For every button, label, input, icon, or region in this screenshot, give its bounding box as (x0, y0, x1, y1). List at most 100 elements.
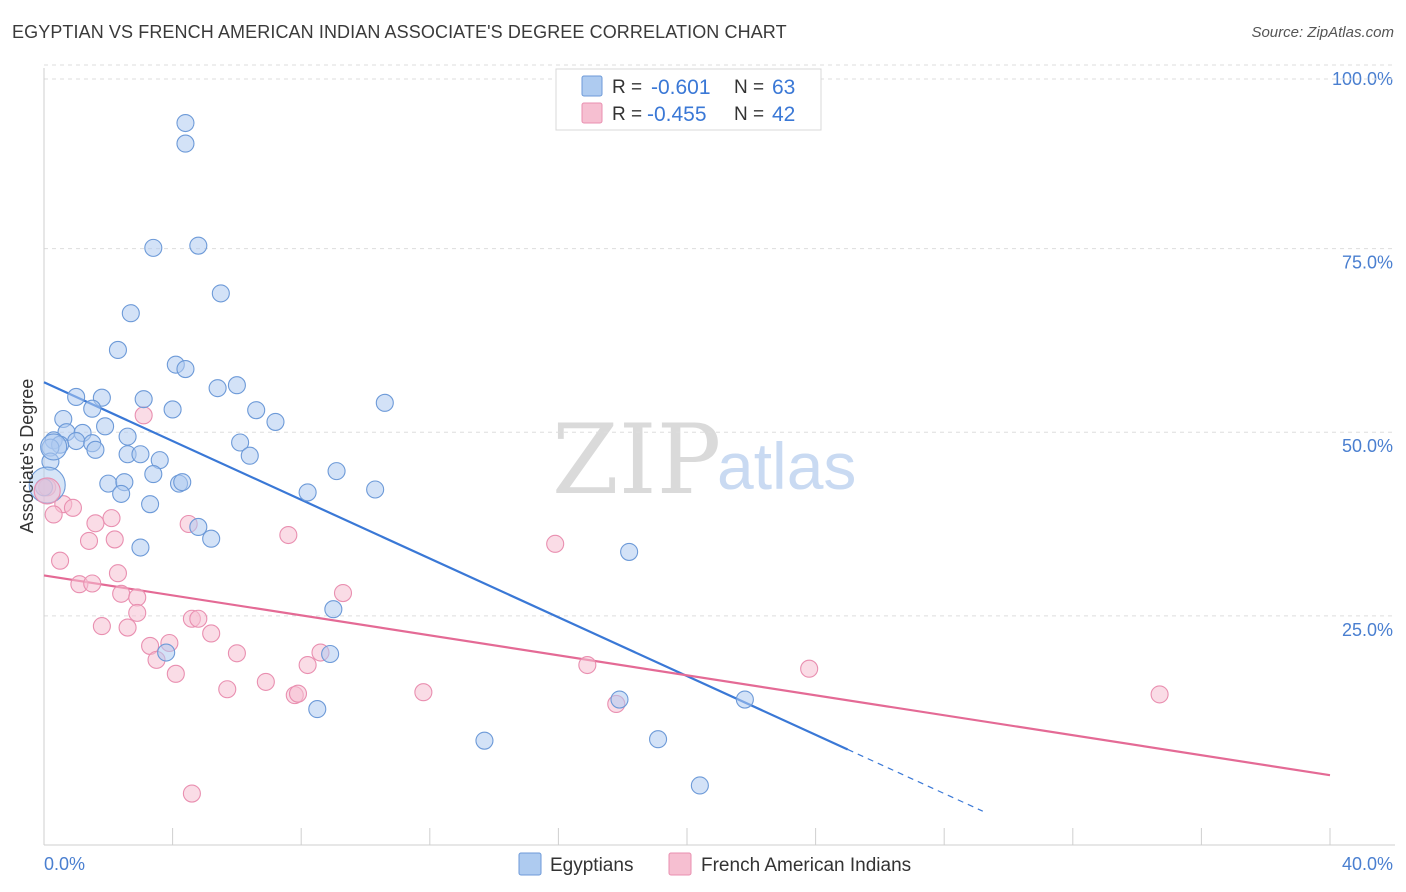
gridlines: 25.0% 50.0% 75.0% 100.0% (44, 64, 1395, 640)
point-french-american-indians (546, 534, 565, 553)
x-tick-labels: 0.0% 40.0% (44, 854, 1393, 874)
legend-r-label-french: R = (612, 104, 642, 125)
point-egyptians (189, 517, 208, 537)
point-egyptians (108, 340, 127, 360)
point-egyptians (366, 480, 385, 499)
point-french-american-indians (33, 477, 61, 505)
point-egyptians (134, 390, 153, 409)
point-french-american-indians (227, 644, 246, 663)
point-french-american-indians (51, 551, 70, 570)
point-egyptians (176, 113, 195, 133)
trend-line-egyptians-extension (847, 748, 984, 812)
point-egyptians (308, 700, 327, 719)
point-egyptians (67, 431, 86, 451)
legend-r-value-french: -0.455 (647, 103, 707, 126)
point-french-american-indians (189, 609, 208, 628)
point-french-american-indians (298, 655, 317, 675)
point-egyptians (227, 376, 246, 395)
y-tick-label: 25.0% (1342, 620, 1393, 640)
legend-r-value-egyptians: -0.601 (651, 76, 711, 99)
point-french-american-indians (182, 784, 201, 803)
point-egyptians (131, 538, 150, 557)
point-french-american-indians (1150, 685, 1169, 704)
point-french-american-indians (134, 406, 153, 425)
point-french-american-indians (44, 505, 63, 524)
point-french-american-indians (79, 531, 99, 550)
point-egyptians (118, 427, 137, 446)
x-tick-label-min: 0.0% (44, 854, 85, 874)
legend-n-label-french: N = (734, 104, 764, 125)
legend-swatch-egyptians (581, 75, 603, 97)
point-french-american-indians (128, 603, 147, 622)
watermark-atlas: atlas (717, 429, 856, 503)
point-egyptians (620, 542, 639, 561)
point-french-american-indians (108, 564, 127, 583)
point-egyptians (173, 473, 192, 492)
legend-bottom-label-french: French American Indians (701, 855, 911, 876)
point-french-american-indians (105, 530, 124, 549)
point-egyptians (247, 401, 266, 420)
point-egyptians (96, 417, 115, 436)
legend-bottom-swatch-egyptians (518, 852, 542, 876)
point-egyptians (298, 483, 317, 502)
point-french-american-indians (63, 498, 82, 517)
legend-n-value-egyptians: 63 (772, 76, 795, 99)
point-egyptians (131, 445, 150, 464)
legend-bottom-swatch-french (668, 852, 692, 876)
trend-lines (43, 381, 1331, 812)
point-egyptians (649, 730, 668, 749)
point-egyptians (83, 399, 102, 418)
watermark-zip: ZIP (552, 404, 721, 516)
y-tick-label: 100.0% (1332, 69, 1393, 89)
point-egyptians (735, 690, 754, 709)
point-french-american-indians (86, 514, 105, 533)
point-french-american-indians (256, 672, 275, 691)
legend-swatch-french-american-indians (581, 102, 603, 124)
point-egyptians (475, 731, 494, 750)
point-egyptians (176, 359, 195, 379)
point-egyptians (208, 379, 227, 398)
point-egyptians (690, 776, 709, 795)
point-french-american-indians (279, 525, 298, 545)
point-egyptians (176, 134, 195, 153)
trend-line-french-american-indians (43, 574, 1331, 777)
point-french-american-indians (166, 664, 185, 683)
y-axis-title: Associate's Degree (17, 379, 37, 534)
point-french-american-indians (414, 683, 433, 702)
point-egyptians (141, 495, 160, 514)
point-french-american-indians (288, 684, 308, 703)
point-egyptians (324, 600, 343, 619)
watermark: ZIP atlas (552, 404, 856, 516)
legend-n-label-egyptians: N = (734, 77, 764, 98)
point-french-american-indians (333, 583, 353, 603)
point-egyptians (610, 690, 629, 709)
point-french-american-indians (92, 617, 111, 636)
point-egyptians (67, 387, 86, 407)
data-points (28, 113, 1169, 803)
point-egyptians (202, 529, 221, 548)
legend-n-value-french: 42 (772, 103, 795, 126)
point-french-american-indians (112, 584, 131, 603)
series-legend: Egyptians French American Indians (518, 852, 911, 876)
point-french-american-indians (128, 588, 147, 607)
point-egyptians (163, 400, 182, 419)
point-french-american-indians (118, 618, 137, 637)
y-tick-label: 50.0% (1342, 436, 1393, 456)
legend-r-label-egyptians: R = (612, 77, 642, 98)
point-egyptians (266, 412, 285, 431)
chart-source: Source: ZipAtlas.com (1251, 24, 1394, 41)
point-french-american-indians (800, 659, 819, 678)
point-egyptians (40, 433, 68, 461)
legend-bottom-label-egyptians: Egyptians (550, 855, 633, 876)
point-egyptians (211, 284, 230, 303)
trend-line-egyptians (43, 381, 849, 751)
point-egyptians (231, 433, 250, 452)
point-egyptians (321, 644, 340, 664)
point-french-american-indians (83, 574, 102, 593)
point-french-american-indians (202, 624, 221, 643)
point-egyptians (157, 643, 176, 662)
point-french-american-indians (102, 509, 121, 528)
point-egyptians (375, 393, 394, 412)
stats-legend: R = -0.601 N = 63 R = -0.455 N = 42 (555, 68, 822, 131)
